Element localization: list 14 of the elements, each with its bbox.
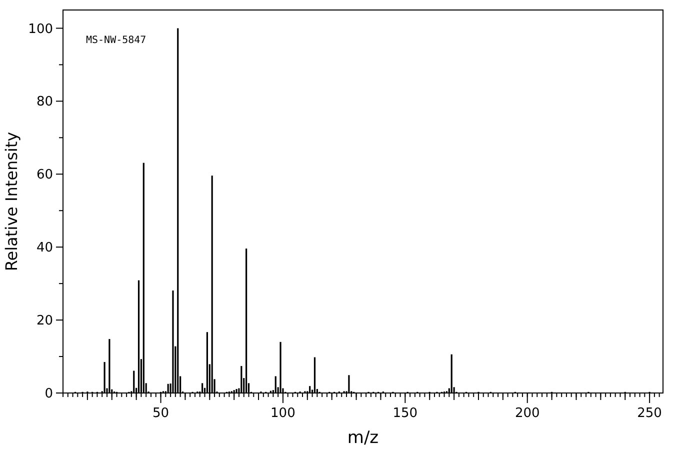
y-tick-label: 20	[36, 314, 53, 329]
x-tick-label: 150	[392, 406, 418, 421]
x-tick-label: 250	[637, 406, 662, 421]
y-tick-label: 40	[36, 240, 53, 256]
y-tick-label: 60	[36, 168, 53, 183]
y-tick-label: 100	[28, 22, 53, 37]
x-tick-label: 100	[270, 406, 296, 421]
y-axis-title: Relative Intensity	[2, 132, 21, 272]
y-tick-label: 0	[44, 386, 53, 402]
annotation: MS-NW-5847	[86, 35, 146, 46]
x-axis-title: m/z	[347, 428, 379, 448]
x-tick-label: 200	[514, 406, 540, 421]
y-tick-label: 80	[36, 94, 53, 110]
x-tick-label: 50	[152, 406, 170, 421]
